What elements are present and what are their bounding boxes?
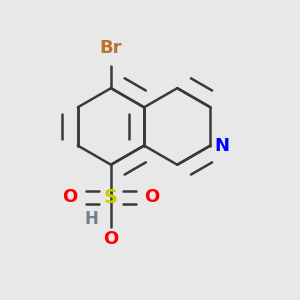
Text: Br: Br [100,39,122,57]
Text: O: O [62,188,77,206]
Text: O: O [145,188,160,206]
Text: N: N [215,136,230,154]
Text: O: O [103,230,118,247]
Text: H: H [85,210,99,228]
Text: S: S [104,188,118,207]
